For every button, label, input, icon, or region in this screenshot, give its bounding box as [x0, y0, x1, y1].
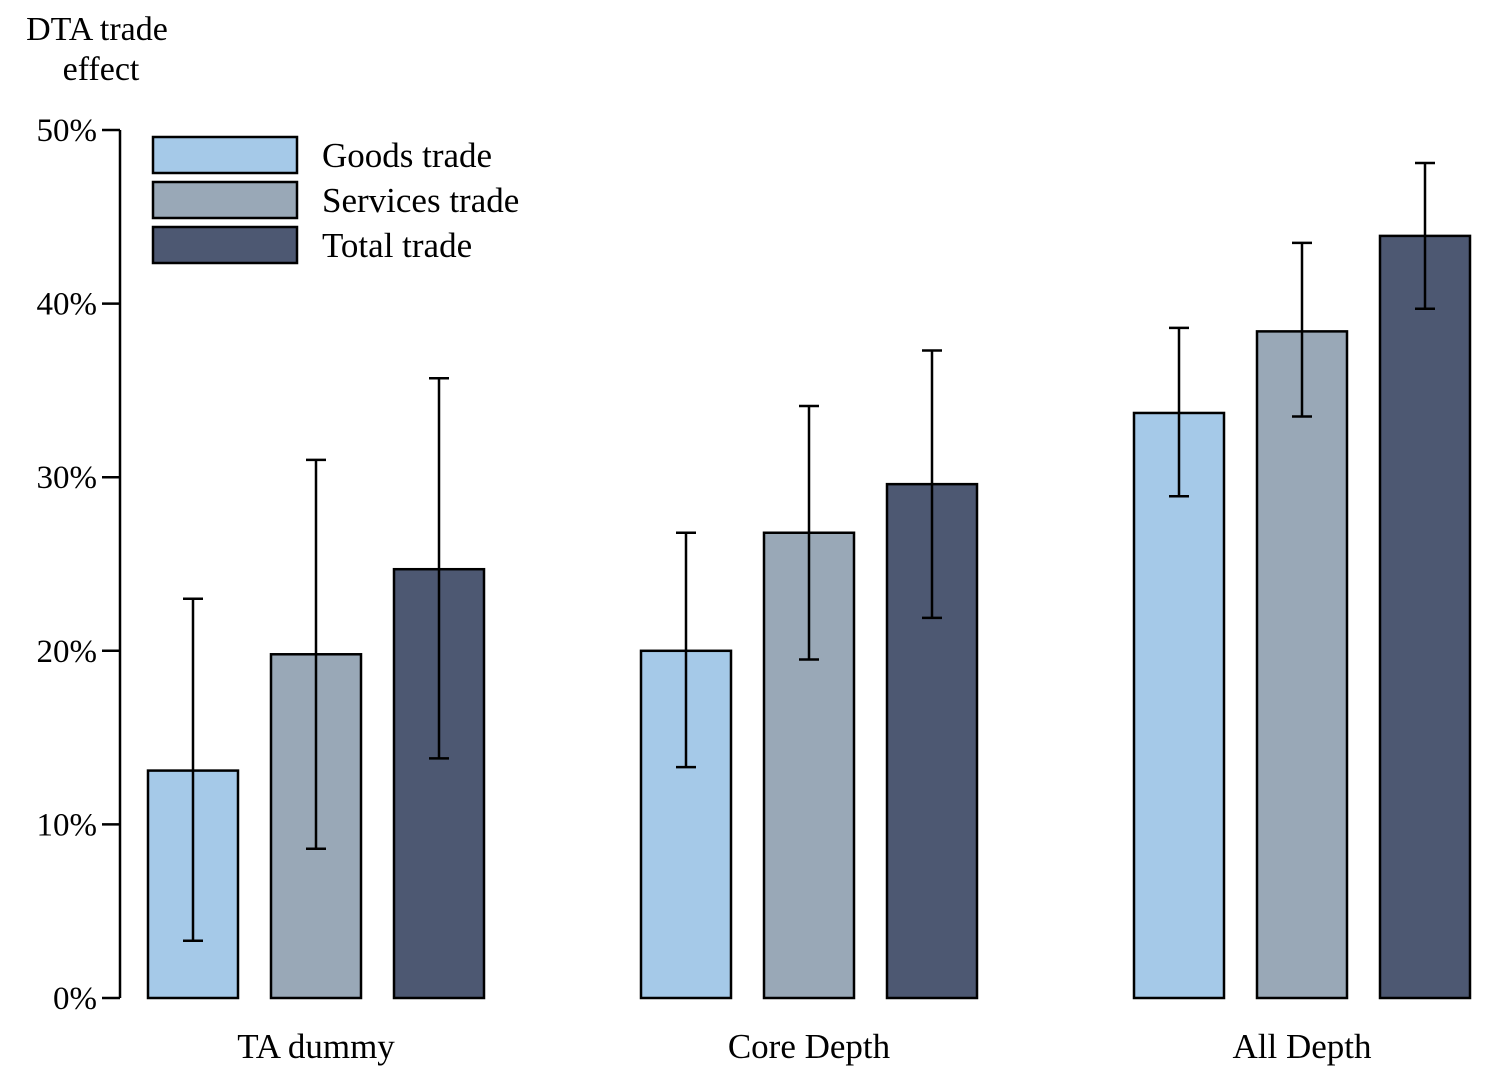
- y-tick-label: 50%: [37, 113, 98, 149]
- y-tick-label: 10%: [37, 807, 98, 843]
- legend-swatch: [151, 180, 299, 220]
- legend: Goods trade Services trade Total trade: [151, 135, 519, 265]
- y-axis-title: DTA trade effect: [26, 11, 168, 88]
- error-bar-group: [183, 161, 1435, 942]
- y-tick-label: 30%: [37, 460, 98, 496]
- y-axis-title-line-1: DTA trade: [26, 11, 168, 48]
- category-label: Core Depth: [728, 1027, 891, 1066]
- category-axis: TA dummy Core Depth All Depth: [237, 1027, 1372, 1066]
- bar-total-trade: [1378, 234, 1472, 1000]
- category-label: All Depth: [1232, 1027, 1372, 1066]
- legend-label: Total trade: [322, 226, 472, 265]
- category-label: TA dummy: [237, 1027, 395, 1066]
- y-axis: 0% 10% 20% 30% 40% 50%: [37, 113, 122, 1017]
- y-tick-label: 40%: [37, 287, 98, 323]
- y-tick-label: 0%: [53, 981, 97, 1017]
- legend-label: Goods trade: [322, 136, 492, 175]
- legend-swatch: [151, 135, 299, 175]
- y-axis-title-line-2: effect: [63, 51, 140, 88]
- bar-goods-trade: [1132, 411, 1226, 1000]
- bar-services-trade: [1255, 330, 1349, 1000]
- legend-label: Services trade: [322, 181, 519, 220]
- legend-swatch: [151, 225, 299, 265]
- y-tick-label: 20%: [37, 634, 98, 670]
